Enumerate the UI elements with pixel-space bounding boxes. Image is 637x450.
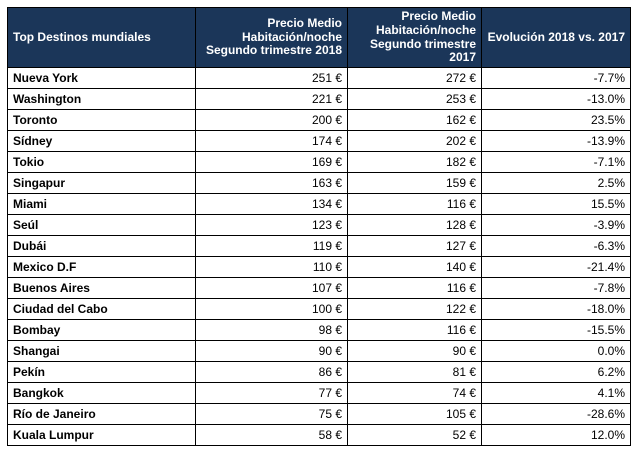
cell-destination: Seúl <box>7 214 196 237</box>
table-row: Pekín 86 € 81 € 6.2% <box>7 361 631 384</box>
cell-price-2017: 140 € <box>347 256 482 279</box>
cell-destination: Shangai <box>7 340 196 363</box>
cell-evolution: 23.5% <box>481 109 631 132</box>
cell-price-2017: 202 € <box>347 130 482 153</box>
table-row: Nueva York 251 € 272 € -7.7% <box>7 67 631 90</box>
cell-evolution: -13.9% <box>481 130 631 153</box>
table-row: Bangkok 77 € 74 € 4.1% <box>7 382 631 405</box>
cell-evolution: -18.0% <box>481 298 631 321</box>
table-row: Singapur 163 € 159 € 2.5% <box>7 172 631 195</box>
cell-price-2017: 128 € <box>347 214 482 237</box>
cell-destination: Bangkok <box>7 382 196 405</box>
cell-price-2018: 169 € <box>195 151 348 174</box>
cell-price-2018: 90 € <box>195 340 348 363</box>
cell-price-2017: 105 € <box>347 403 482 426</box>
cell-price-2017: 90 € <box>347 340 482 363</box>
cell-destination: Buenos Aires <box>7 277 196 300</box>
cell-price-2017: 116 € <box>347 319 482 342</box>
cell-evolution: -6.3% <box>481 235 631 258</box>
table-row: Mexico D.F 110 € 140 € -21.4% <box>7 256 631 279</box>
cell-price-2017: 127 € <box>347 235 482 258</box>
destinations-price-table-container: Top Destinos mundiales Precio Medio Habi… <box>7 6 631 447</box>
table-row: Kuala Lumpur 58 € 52 € 12.0% <box>7 424 631 447</box>
cell-destination: Ciudad del Cabo <box>7 298 196 321</box>
table-header: Top Destinos mundiales Precio Medio Habi… <box>7 6 631 69</box>
cell-price-2018: 221 € <box>195 88 348 111</box>
col-header-price-2018: Precio Medio Habitación/noche Segundo tr… <box>195 6 348 69</box>
cell-price-2017: 122 € <box>347 298 482 321</box>
table-body: Nueva York 251 € 272 € -7.7% Washington … <box>7 67 631 447</box>
cell-destination: Mexico D.F <box>7 256 196 279</box>
cell-price-2017: 81 € <box>347 361 482 384</box>
cell-price-2018: 77 € <box>195 382 348 405</box>
cell-evolution: -13.0% <box>481 88 631 111</box>
cell-destination: Toronto <box>7 109 196 132</box>
cell-price-2017: 159 € <box>347 172 482 195</box>
cell-evolution: 0.0% <box>481 340 631 363</box>
cell-destination: Washington <box>7 88 196 111</box>
cell-destination: Tokio <box>7 151 196 174</box>
table-row: Shangai 90 € 90 € 0.0% <box>7 340 631 363</box>
col-header-price-2017: Precio Medio Habitación/noche Segundo tr… <box>347 6 482 69</box>
cell-evolution: 4.1% <box>481 382 631 405</box>
cell-price-2018: 98 € <box>195 319 348 342</box>
table-row: Seúl 123 € 128 € -3.9% <box>7 214 631 237</box>
cell-destination: Pekín <box>7 361 196 384</box>
cell-evolution: -21.4% <box>481 256 631 279</box>
cell-evolution: 6.2% <box>481 361 631 384</box>
cell-price-2018: 134 € <box>195 193 348 216</box>
cell-price-2017: 116 € <box>347 277 482 300</box>
cell-evolution: 12.0% <box>481 424 631 447</box>
cell-price-2017: 253 € <box>347 88 482 111</box>
cell-evolution: -7.1% <box>481 151 631 174</box>
cell-evolution: -3.9% <box>481 214 631 237</box>
cell-destination: Dubái <box>7 235 196 258</box>
cell-price-2018: 107 € <box>195 277 348 300</box>
cell-price-2018: 119 € <box>195 235 348 258</box>
header-row: Top Destinos mundiales Precio Medio Habi… <box>7 6 631 69</box>
col-header-destination: Top Destinos mundiales <box>7 6 196 69</box>
cell-price-2017: 162 € <box>347 109 482 132</box>
cell-price-2018: 86 € <box>195 361 348 384</box>
table-row: Dubái 119 € 127 € -6.3% <box>7 235 631 258</box>
cell-evolution: -28.6% <box>481 403 631 426</box>
table-row: Ciudad del Cabo 100 € 122 € -18.0% <box>7 298 631 321</box>
cell-evolution: 15.5% <box>481 193 631 216</box>
table-row: Tokio 169 € 182 € -7.1% <box>7 151 631 174</box>
cell-price-2018: 110 € <box>195 256 348 279</box>
cell-price-2018: 163 € <box>195 172 348 195</box>
cell-evolution: -15.5% <box>481 319 631 342</box>
cell-price-2018: 174 € <box>195 130 348 153</box>
table-row: Río de Janeiro 75 € 105 € -28.6% <box>7 403 631 426</box>
cell-price-2018: 58 € <box>195 424 348 447</box>
cell-destination: Sídney <box>7 130 196 153</box>
cell-evolution: 2.5% <box>481 172 631 195</box>
cell-destination: Río de Janeiro <box>7 403 196 426</box>
cell-price-2018: 123 € <box>195 214 348 237</box>
cell-price-2017: 182 € <box>347 151 482 174</box>
table-row: Washington 221 € 253 € -13.0% <box>7 88 631 111</box>
table-row: Miami 134 € 116 € 15.5% <box>7 193 631 216</box>
cell-price-2018: 200 € <box>195 109 348 132</box>
table-row: Bombay 98 € 116 € -15.5% <box>7 319 631 342</box>
cell-price-2017: 52 € <box>347 424 482 447</box>
cell-destination: Kuala Lumpur <box>7 424 196 447</box>
cell-evolution: -7.8% <box>481 277 631 300</box>
cell-price-2018: 251 € <box>195 67 348 90</box>
table-row: Sídney 174 € 202 € -13.9% <box>7 130 631 153</box>
cell-price-2018: 75 € <box>195 403 348 426</box>
cell-destination: Singapur <box>7 172 196 195</box>
cell-evolution: -7.7% <box>481 67 631 90</box>
cell-price-2017: 272 € <box>347 67 482 90</box>
destinations-price-table: Top Destinos mundiales Precio Medio Habi… <box>7 6 631 447</box>
table-row: Buenos Aires 107 € 116 € -7.8% <box>7 277 631 300</box>
cell-destination: Bombay <box>7 319 196 342</box>
cell-destination: Miami <box>7 193 196 216</box>
cell-destination: Nueva York <box>7 67 196 90</box>
cell-price-2017: 74 € <box>347 382 482 405</box>
table-row: Toronto 200 € 162 € 23.5% <box>7 109 631 132</box>
cell-price-2017: 116 € <box>347 193 482 216</box>
cell-price-2018: 100 € <box>195 298 348 321</box>
col-header-evolution: Evolución 2018 vs. 2017 <box>481 6 631 69</box>
